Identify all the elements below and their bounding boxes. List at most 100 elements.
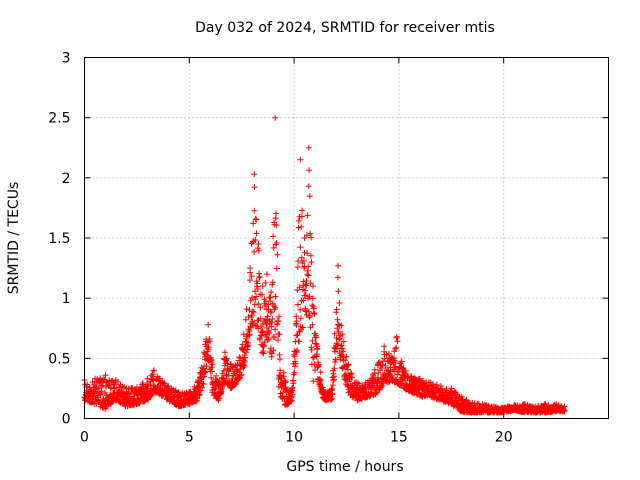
data-point bbox=[206, 338, 213, 345]
data-point bbox=[269, 281, 276, 288]
data-point bbox=[272, 326, 279, 333]
data-point bbox=[247, 297, 254, 304]
data-point bbox=[273, 265, 280, 272]
data-point bbox=[272, 304, 279, 311]
data-point bbox=[305, 272, 312, 279]
data-point bbox=[292, 360, 299, 367]
data-point bbox=[333, 306, 340, 313]
data-point bbox=[306, 193, 313, 200]
data-point bbox=[389, 375, 396, 382]
x-tick-label: 0 bbox=[80, 430, 89, 446]
data-point bbox=[295, 217, 302, 224]
data-point bbox=[299, 207, 306, 214]
y-tick-label: 0.5 bbox=[48, 351, 70, 367]
data-point bbox=[334, 341, 341, 348]
data-point bbox=[294, 347, 301, 354]
chart-title: Day 032 of 2024, SRMTID for receiver mti… bbox=[195, 20, 495, 36]
data-point-peak bbox=[194, 379, 201, 386]
data-point bbox=[220, 367, 227, 374]
data-point bbox=[309, 295, 316, 302]
data-point bbox=[255, 301, 262, 307]
data-point bbox=[99, 382, 106, 389]
data-point bbox=[264, 313, 271, 320]
data-point bbox=[245, 339, 252, 346]
data-point bbox=[246, 306, 253, 313]
data-point bbox=[318, 377, 325, 384]
data-point bbox=[310, 310, 317, 316]
data-point-peak bbox=[314, 343, 321, 350]
data-point bbox=[273, 239, 280, 246]
data-point bbox=[349, 374, 356, 381]
data-point-peak bbox=[268, 289, 274, 296]
data-point-peak bbox=[251, 171, 258, 178]
data-point-peak bbox=[221, 349, 228, 356]
data-point bbox=[309, 321, 316, 328]
data-point bbox=[329, 391, 336, 398]
data-point bbox=[255, 247, 262, 254]
data-point bbox=[249, 308, 256, 315]
data-point bbox=[274, 318, 281, 325]
data-point-peak bbox=[490, 403, 497, 410]
data-point bbox=[392, 345, 399, 352]
data-point bbox=[256, 273, 263, 280]
data-point bbox=[252, 216, 259, 222]
data-point bbox=[254, 280, 261, 287]
data-point-peak bbox=[240, 331, 247, 338]
data-point bbox=[251, 184, 258, 191]
data-point bbox=[379, 382, 385, 389]
data-point bbox=[371, 366, 378, 373]
data-point bbox=[334, 316, 341, 323]
data-point-peak bbox=[553, 401, 560, 408]
data-point bbox=[252, 237, 259, 243]
data-point bbox=[338, 322, 345, 329]
data-point bbox=[331, 365, 338, 372]
data-point bbox=[251, 248, 258, 255]
data-point bbox=[260, 342, 267, 349]
data-point-peak bbox=[320, 389, 327, 395]
data-point bbox=[296, 328, 303, 335]
data-point bbox=[382, 362, 389, 369]
data-point-peak bbox=[389, 355, 396, 362]
data-point bbox=[398, 358, 405, 365]
data-point-peak bbox=[339, 331, 346, 338]
data-point bbox=[265, 335, 272, 342]
data-point bbox=[224, 360, 231, 367]
ticks: 0 0.5 1 1.5 2 2.5 3 0 5 10 15 20 bbox=[48, 51, 609, 446]
x-tick-label: 20 bbox=[495, 430, 513, 446]
data-point bbox=[311, 311, 318, 317]
y-tick-label: 2.5 bbox=[48, 111, 70, 127]
y-tick-label: 0 bbox=[62, 412, 71, 428]
data-point bbox=[273, 222, 280, 229]
data-point-peak bbox=[157, 375, 163, 382]
data-point-peak bbox=[259, 283, 266, 290]
data-point bbox=[335, 328, 342, 335]
data-point bbox=[289, 384, 296, 391]
data-point bbox=[205, 344, 212, 351]
data-point bbox=[295, 301, 301, 308]
data-point-peak bbox=[272, 114, 279, 121]
data-point bbox=[386, 350, 392, 357]
data-point bbox=[271, 303, 277, 309]
data-point bbox=[260, 350, 267, 357]
data-point bbox=[305, 263, 312, 270]
data-point-peak bbox=[297, 156, 304, 163]
data-point bbox=[266, 329, 273, 336]
y-tick-label: 2 bbox=[62, 171, 71, 187]
data-point-peak bbox=[123, 385, 130, 392]
data-point bbox=[196, 392, 203, 399]
data-point bbox=[259, 349, 266, 356]
data-point bbox=[315, 361, 322, 368]
data-point-peak bbox=[500, 404, 507, 411]
data-point bbox=[308, 346, 315, 353]
data-point bbox=[291, 353, 298, 360]
data-point-peak bbox=[301, 235, 308, 241]
data-point-peak bbox=[201, 349, 207, 356]
data-point bbox=[336, 336, 342, 343]
data-point bbox=[258, 324, 265, 330]
data-point bbox=[402, 367, 409, 374]
data-point bbox=[254, 286, 261, 293]
data-point bbox=[208, 357, 215, 364]
data-point bbox=[274, 251, 281, 258]
data-point-peak bbox=[133, 384, 140, 391]
